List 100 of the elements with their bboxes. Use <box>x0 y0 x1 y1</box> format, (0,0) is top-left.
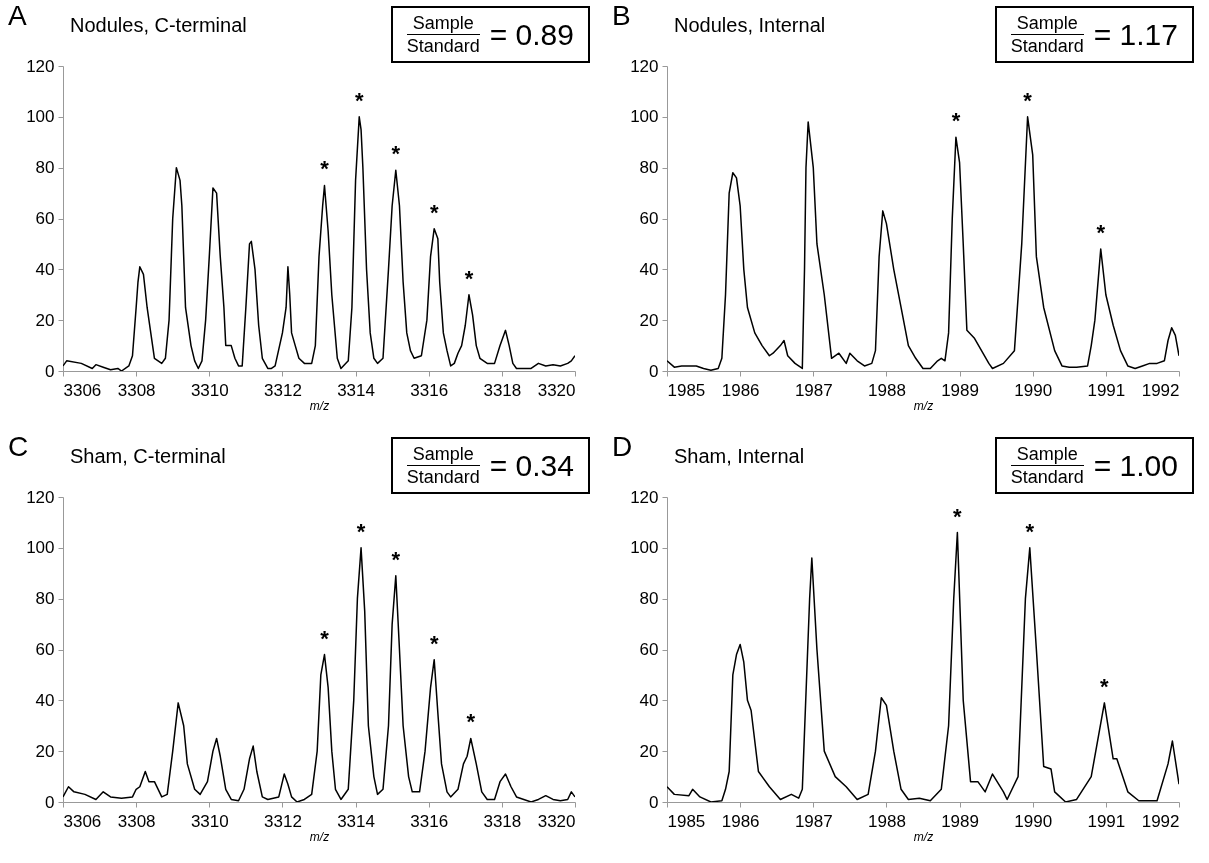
y-tick-label: 100 <box>26 107 55 127</box>
annotation: * <box>391 546 401 572</box>
y-tick-label: 40 <box>639 690 659 710</box>
x-tick-label: 3312 <box>264 380 302 400</box>
y-tick-label: 40 <box>639 259 659 279</box>
annotation: * <box>356 518 366 544</box>
text: Sample <box>406 443 480 466</box>
x-tick-label: 1990 <box>1014 380 1053 400</box>
x-tick-label: 3314 <box>337 811 375 831</box>
x-tick-label: 3308 <box>117 811 156 831</box>
y-tick-label: 0 <box>649 792 659 812</box>
annotation: * <box>1096 220 1106 245</box>
text: C <box>8 431 29 463</box>
chart-title: Nodules, Internal <box>674 14 826 37</box>
text: A <box>8 0 27 32</box>
y-tick-label: 40 <box>35 259 55 279</box>
annotation: * <box>953 503 963 529</box>
y-tick-label: 80 <box>639 589 659 609</box>
y-tick-label: 120 <box>26 487 55 507</box>
y-tick-label: 120 <box>630 487 659 507</box>
annotation: * <box>466 709 476 735</box>
y-tick-label: 120 <box>630 56 659 76</box>
x-tick-label: 1992 <box>1141 380 1180 400</box>
x-tick-label: 3310 <box>190 811 229 831</box>
x-tick-label: 3320 <box>537 380 576 400</box>
x-tick-label: 1988 <box>868 380 906 400</box>
x-tick-label: 1986 <box>721 811 760 831</box>
y-tick-label: 60 <box>35 640 55 659</box>
text: = 1.00 <box>1093 448 1178 483</box>
y-tick-label: 0 <box>45 361 55 381</box>
y-tick-label: 20 <box>639 310 659 330</box>
annotation: * <box>429 199 439 225</box>
text: Standard <box>406 466 480 488</box>
x-tick-label: 1986 <box>721 380 760 400</box>
x-tick-label: 3312 <box>264 811 302 831</box>
annotation: * <box>354 87 364 113</box>
x-tick-label: 1991 <box>1087 380 1126 400</box>
x-tick-label: 1992 <box>1141 811 1180 831</box>
text: = 0.89 <box>489 17 574 52</box>
text: Standard <box>1010 466 1084 488</box>
y-tick-label: 60 <box>35 209 55 228</box>
x-tick-label: 3308 <box>117 380 156 400</box>
y-tick-label: 20 <box>35 310 55 330</box>
y-tick-label: 100 <box>26 538 55 558</box>
text: = 1.17 <box>1093 17 1178 52</box>
text: Standard <box>1010 35 1084 57</box>
x-axis-title: m/z <box>309 398 330 413</box>
text: Sample <box>406 12 480 35</box>
y-tick-label: 60 <box>639 640 659 659</box>
chart-title: Nodules, C-terminal <box>70 14 247 37</box>
annotation: * <box>320 625 330 651</box>
x-tick-label: 1990 <box>1014 811 1053 831</box>
x-tick-label: 3306 <box>63 811 102 831</box>
annotation: * <box>464 265 474 291</box>
x-tick-label: 3306 <box>63 380 102 400</box>
text: B <box>612 0 631 32</box>
x-tick-label: 3316 <box>410 380 449 400</box>
text: Sample <box>1010 12 1084 35</box>
x-tick-label: 1989 <box>941 811 979 831</box>
x-tick-label: 1987 <box>794 811 833 831</box>
y-tick-label: 0 <box>45 792 55 812</box>
text: D <box>612 431 633 463</box>
y-tick-label: 80 <box>35 589 55 609</box>
x-tick-label: 3316 <box>410 811 449 831</box>
annotation: * <box>1100 673 1110 699</box>
y-tick-label: 100 <box>630 538 659 558</box>
annotation: * <box>1023 87 1033 113</box>
y-tick-label: 80 <box>35 158 55 178</box>
text: Sample <box>1010 443 1084 466</box>
y-tick-label: 20 <box>35 741 55 761</box>
y-tick-label: 0 <box>649 361 659 381</box>
text: Standard <box>406 35 480 57</box>
chart-title: Sham, Internal <box>674 445 805 468</box>
y-tick-label: 20 <box>639 741 659 761</box>
x-tick-label: 1985 <box>667 380 706 400</box>
x-tick-label: 1988 <box>868 811 906 831</box>
x-tick-label: 1991 <box>1087 811 1126 831</box>
y-tick-label: 80 <box>639 158 659 178</box>
x-tick-label: 1987 <box>794 380 833 400</box>
annotation: * <box>391 141 401 167</box>
y-tick-label: 100 <box>630 107 659 127</box>
y-tick-label: 120 <box>26 56 55 76</box>
annotation: * <box>951 108 961 134</box>
x-tick-label: 3310 <box>190 380 229 400</box>
x-tick-label: 3314 <box>337 380 375 400</box>
y-tick-label: 60 <box>639 209 659 228</box>
chart-title: Sham, C-terminal <box>70 445 226 468</box>
x-tick-label: 3320 <box>537 811 576 831</box>
annotation: * <box>1025 518 1035 544</box>
x-tick-label: 3318 <box>483 380 522 400</box>
x-tick-label: 3318 <box>483 811 522 831</box>
y-tick-label: 40 <box>35 690 55 710</box>
text: = 0.34 <box>489 448 574 483</box>
annotation: * <box>320 156 330 182</box>
x-tick-label: 1989 <box>941 380 979 400</box>
annotation: * <box>429 630 439 656</box>
x-tick-label: 1985 <box>667 811 706 831</box>
x-axis-title: m/z <box>309 829 330 844</box>
x-axis-title: m/z <box>913 398 934 413</box>
x-axis-title: m/z <box>913 829 934 844</box>
